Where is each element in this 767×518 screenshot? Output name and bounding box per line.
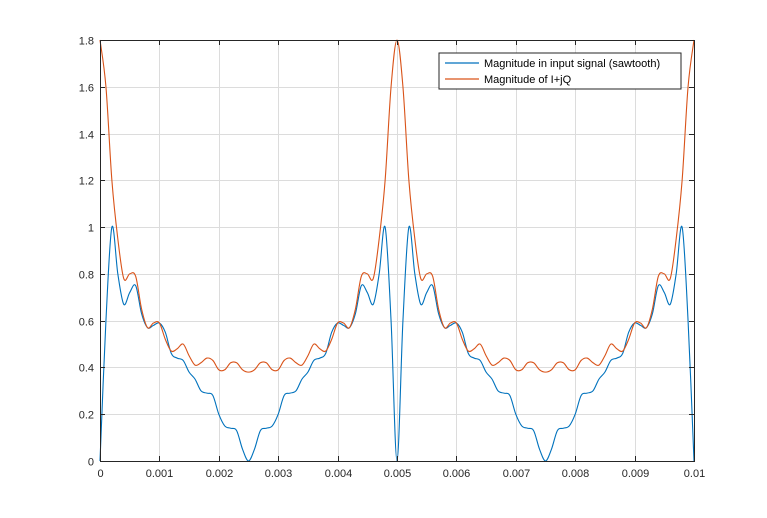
x-tick-label: 0.008	[562, 468, 590, 480]
y-tick-label: 1.2	[79, 176, 94, 188]
x-tick-label: 0.006	[443, 468, 471, 480]
y-tick-label: 0	[88, 457, 94, 469]
x-tick-label: 0.005	[384, 468, 412, 480]
y-tick-label: 1.4	[79, 130, 94, 142]
legend-label-series-2: Magnitude of I+jQ	[484, 74, 572, 86]
x-tick-label: 0.001	[146, 468, 174, 480]
x-tick-label: 0	[97, 468, 103, 480]
y-tick-label: 1.8	[79, 36, 94, 48]
ticks: 0 0.001 0.002 0.003 0.004 0.005 0.006 0.007 0.00…	[79, 36, 706, 481]
y-tick-label: 1	[88, 223, 94, 235]
y-tick-label: 0.4	[79, 363, 94, 375]
legend-label-series-1: Magnitude in input signal (sawtooth)	[484, 58, 660, 70]
y-tick-label: 1.6	[79, 83, 94, 95]
x-tick-label: 0.004	[325, 468, 353, 480]
x-tick-label: 0.003	[265, 468, 293, 480]
y-tick-label: 0.6	[79, 317, 94, 329]
x-tick-label: 0.01	[684, 468, 705, 480]
legend: Magnitude in input signal (sawtooth) Mag…	[438, 52, 682, 90]
legend-box	[438, 52, 682, 90]
x-tick-label: 0.002	[206, 468, 234, 480]
y-tick-label: 0.2	[79, 410, 94, 422]
y-tick-label: 0.8	[79, 270, 94, 282]
x-tick-label: 0.007	[503, 468, 531, 480]
x-tick-label: 0.009	[622, 468, 650, 480]
